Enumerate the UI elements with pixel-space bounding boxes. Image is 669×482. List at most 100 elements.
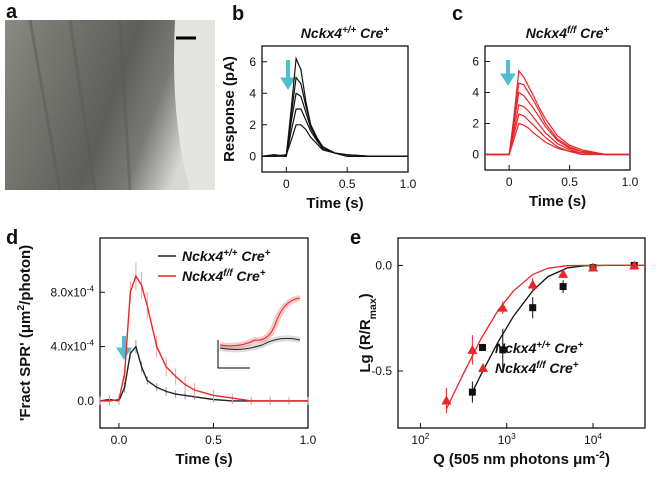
text-part: Lg (R/R [357,319,374,372]
text-part: Cre [237,248,264,264]
x-axis-label: Time (s) [529,193,586,210]
x-tick-label: 103 [498,431,516,447]
text-part: Nckx4 [182,248,223,264]
text-part: -4 [87,338,95,348]
x-axis-label: Q (505 nm photons μm-2) [433,449,610,468]
text-part: Nckx4 [495,360,536,376]
marker [441,395,452,405]
plot-frame [99,237,309,429]
plot-frame [484,45,631,171]
y-tick-label: 6 [249,55,256,69]
text-part: 4 [597,431,602,441]
panel-label: a [6,1,18,23]
text-part: f/f [567,25,578,36]
text-part: 2 [425,431,430,441]
panel-label: e [350,227,361,249]
trace [100,274,308,402]
x-tick-label: 0 [506,175,513,189]
text-part: + [265,248,271,259]
text-part: 'Fract SPR' (μm [17,311,34,422]
text-part: + [260,268,266,279]
text-part: 8.0x10 [51,285,87,299]
text-part: -4 [87,283,95,293]
trace [261,92,408,157]
x-tick-label: 1.0 [622,175,639,189]
legend-marker [478,363,488,372]
text-part: Cre [546,360,573,376]
x-tick-label: 104 [584,431,602,447]
x-tick-label: 0 [283,177,290,191]
trace [485,91,630,156]
text-part: + [573,360,579,371]
y-axis-label: 'Fract SPR' (μm2/photon) [15,245,34,421]
text-part: f/f [223,268,234,279]
legend-marker [479,344,486,351]
x-tick-label: 0.0 [111,433,128,447]
y-tick-label: 4 [472,86,479,100]
trace [261,56,408,157]
marker [497,302,508,312]
x-tick-label: 0.5 [205,433,222,447]
y-tick-label: 0.0 [375,258,392,272]
trace [262,108,408,157]
text-part: Cre [576,25,603,41]
plot-frame [261,45,409,173]
text-part: Nckx4 [301,25,342,41]
text-part: 3 [511,431,516,441]
y-tick-label: 0.0 [77,394,94,408]
trace [262,75,408,157]
chart-title: Nckx4f/f Cre+ [526,25,610,42]
legend-label: Nckx4+/+ Cre+ [495,340,584,357]
marker [529,304,537,312]
micrograph [5,19,215,191]
text-part: Q (505 nm photons μm [433,451,596,468]
y-tick-label: 2 [472,117,479,131]
text-part: Cre [233,268,260,284]
x-tick-label: 1.0 [400,177,417,191]
plot-frame [397,237,646,429]
trace [485,122,630,156]
text-part: -2 [596,449,605,461]
x-axis-label: Time (s) [306,195,363,212]
x-axis-label: Time (s) [175,451,232,468]
fit-curve [445,264,645,410]
legend-label: Nckx4f/f Cre+ [495,360,579,377]
marker [527,279,538,289]
x-tick-label: 1.0 [300,433,317,447]
marker [468,388,476,396]
y-axis-label: Lg (R/Rmax) [357,293,379,372]
y-axis-label: Response (pA) [221,56,238,162]
text-part: 10 [498,433,512,447]
text-part: max [367,298,379,319]
text-part: +/+ [223,248,237,259]
x-tick-label: 102 [411,431,429,447]
trace [262,124,408,157]
text-part: Nckx4 [495,340,536,356]
marker [467,344,478,354]
y-tick-label: 4 [249,86,256,100]
x-tick-label: 0.5 [561,175,578,189]
text-part: + [578,340,584,351]
marker [499,346,507,354]
panel-label: d [6,227,18,249]
marker [559,283,567,291]
y-tick-label: 8.0x10-4 [51,283,95,299]
text-part: 10 [584,433,598,447]
marker [588,262,599,272]
text-part: + [604,25,610,36]
text-part: 10 [411,433,425,447]
text-part: f/f [536,360,547,371]
text-part: ) [357,293,374,298]
marker [629,260,640,270]
text-part: Nckx4 [182,268,223,284]
stimulus-arrows [116,60,516,360]
y-tick-label: 0 [472,148,479,162]
y-tick-label: 0 [249,149,256,163]
text-part: +/+ [536,340,550,351]
text-part: +/+ [342,25,356,36]
marker [558,268,569,278]
text-part: Cre [550,340,577,356]
text-part: Nckx4 [526,25,567,41]
legend-label: Nckx4+/+ Cre+ [182,248,271,265]
